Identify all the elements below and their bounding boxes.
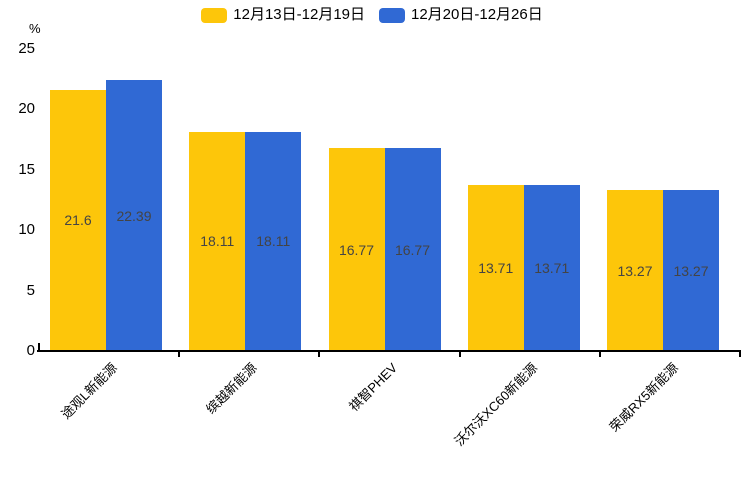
bar-value-label: 13.27 — [673, 262, 709, 279]
bar: 13.27 — [663, 190, 719, 351]
x-axis-category-label: 缤越新能源 — [203, 360, 261, 417]
x-axis-category-label: 沃尔沃XC60新能源 — [451, 360, 541, 449]
bar-value-label: 16.77 — [338, 241, 375, 258]
x-axis-tick — [739, 350, 741, 357]
y-axis-tick-label: 5 — [26, 281, 35, 299]
legend-label-week2: 12月20日-12月26日 — [411, 6, 543, 23]
bar-value-label: 13.71 — [534, 260, 570, 277]
bar-value-label: 21.6 — [64, 212, 92, 229]
y-axis-tick-label: 10 — [18, 221, 35, 238]
bar: 16.77 — [328, 148, 385, 351]
y-axis: 0 5 10 15 20 25 — [0, 0, 35, 496]
legend-swatch-week2-icon — [379, 7, 405, 23]
bar-value-label: 18.11 — [256, 233, 291, 250]
bar: 13.27 — [607, 190, 663, 351]
bar: 18.11 — [189, 131, 246, 351]
x-axis-category-label: 祺智PHEV — [346, 360, 401, 415]
legend-item-week2[interactable]: 12月20日-12月26日 — [379, 6, 543, 24]
x-axis-tick — [38, 343, 40, 351]
bar-value-label: 22.39 — [116, 207, 152, 224]
x-axis-tick — [318, 350, 321, 357]
y-axis-tick-label: 0 — [26, 342, 35, 359]
bar-value-label: 18.11 — [200, 233, 235, 250]
bar-value-label: 13.27 — [617, 262, 653, 279]
x-axis-tick — [598, 350, 601, 357]
x-axis-category-label: 途观L新能源 — [58, 360, 120, 422]
bar: 16.77 — [384, 148, 441, 351]
bar-value-label: 16.77 — [394, 241, 431, 258]
bar: 21.6 — [50, 89, 106, 351]
y-axis-tick-label: 15 — [18, 160, 35, 178]
y-axis-unit-label: % — [29, 21, 41, 36]
legend-item-week1[interactable]: 12月13日-12月19日 — [201, 6, 365, 24]
legend-swatch-week1-icon — [201, 7, 228, 23]
x-axis-category-label: 荣威RX5新能源 — [606, 360, 681, 435]
bar: 22.39 — [106, 80, 162, 351]
x-axis-tick — [458, 350, 461, 357]
x-axis-line — [37, 350, 740, 352]
bar: 13.71 — [523, 185, 580, 351]
legend: 12月13日-12月19日 12月20日-12月26日 — [0, 6, 744, 24]
legend-label-week1: 12月13日-12月19日 — [233, 6, 365, 23]
bar: 18.11 — [245, 131, 302, 351]
bar-value-label: 13.71 — [478, 260, 514, 277]
bar: 13.71 — [467, 185, 524, 351]
y-axis-tick-label: 25 — [18, 39, 35, 57]
x-axis-tick — [178, 350, 181, 357]
y-axis-tick-label: 20 — [18, 100, 35, 117]
